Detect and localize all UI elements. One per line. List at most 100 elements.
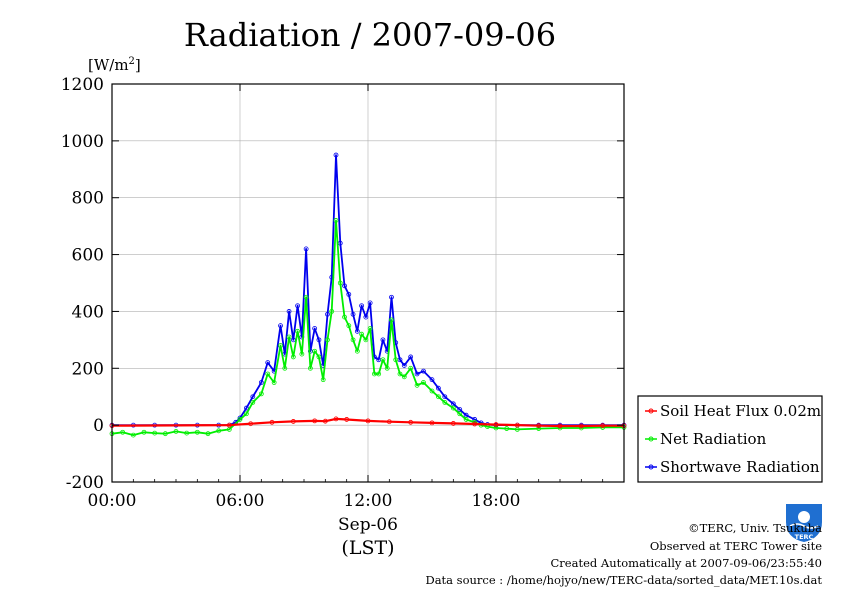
data-point [329, 309, 335, 314]
data-point [457, 411, 463, 417]
data-point [359, 331, 365, 337]
y-tick-label: 0 [93, 416, 104, 436]
data-point [295, 328, 301, 334]
legend-label: Soil Heat Flux 0.02m [660, 402, 821, 420]
data-point [162, 431, 168, 437]
data-point [325, 311, 330, 317]
data-point [350, 311, 356, 317]
data-point [557, 423, 563, 429]
data-point [184, 430, 190, 436]
data-point [350, 337, 356, 343]
data-point [450, 405, 456, 411]
footer: ©TERC, Univ. Tsukuba Observed at TERC To… [425, 521, 822, 587]
legend-marker [648, 464, 654, 470]
data-point [386, 419, 392, 425]
data-point [322, 418, 328, 424]
data-point [363, 337, 369, 343]
y-tick-label: 400 [72, 302, 104, 322]
data-point [290, 354, 296, 360]
x-axis-unit-label: (LST) [341, 537, 394, 559]
data-point [472, 421, 478, 427]
data-point [333, 152, 339, 158]
data-point [367, 326, 373, 331]
legend-item: Soil Heat Flux 0.02m [645, 402, 821, 420]
data-point [320, 377, 326, 383]
data-point [282, 365, 288, 371]
data-point [408, 365, 414, 371]
data-point [380, 357, 386, 363]
footer-created: Created Automatically at 2007-09-06/23:5… [551, 556, 823, 570]
data-point [216, 428, 222, 434]
legend-marker [648, 436, 654, 442]
data-point [325, 337, 330, 343]
data-point [312, 418, 318, 424]
chart-title: Radiation / 2007-09-06 [184, 16, 556, 54]
data-point [384, 365, 390, 371]
legend-label: Net Radiation [660, 430, 767, 448]
data-point [493, 422, 499, 427]
data-point [141, 429, 147, 435]
data-point [258, 380, 264, 385]
data-point [408, 354, 414, 360]
legend: Soil Heat Flux 0.02m Net Radiation Shortwa… [637, 395, 823, 483]
y-tick-label: 600 [72, 246, 104, 266]
data-point [401, 374, 407, 380]
data-point [295, 303, 301, 309]
series-line [111, 417, 624, 428]
logo-wave-icon [789, 523, 819, 529]
data-point [380, 337, 386, 343]
data-point [435, 394, 441, 400]
x-tick-label: 18:00 [472, 491, 521, 511]
data-point [173, 428, 179, 434]
data-point [442, 394, 448, 400]
data-point [536, 423, 542, 429]
legend-item: Shortwave Radiation [645, 458, 820, 476]
data-point [303, 294, 309, 300]
y-tick-label: 1000 [61, 132, 104, 152]
data-point [226, 422, 232, 428]
data-point [290, 419, 296, 424]
data-point [333, 218, 339, 223]
data-point [303, 246, 309, 252]
data-point [120, 429, 126, 435]
data-point [397, 371, 403, 377]
series-1 [109, 218, 627, 438]
data-point [389, 294, 394, 300]
y-tick-label: 1200 [61, 75, 104, 95]
footer-source: Data source : /home/hojyo/new/TERC-data/… [425, 573, 822, 587]
data-point [514, 422, 520, 428]
data-point [243, 405, 249, 411]
data-point [250, 394, 256, 400]
x-axis-ticks: 00:00 06:00 12:00 18:00 [88, 84, 604, 511]
data-point [312, 348, 318, 354]
data-point [463, 417, 469, 422]
data-point [258, 391, 264, 397]
data-point [316, 337, 322, 343]
footer-observed: Observed at TERC Tower site [650, 539, 822, 553]
legend-marker [648, 408, 654, 414]
data-point [344, 417, 350, 422]
y-tick-label: 800 [72, 189, 104, 209]
logo-text: TERC [795, 533, 814, 541]
data-point [307, 365, 313, 371]
data-point [600, 423, 606, 429]
data-point [401, 363, 407, 368]
data-point [243, 411, 249, 417]
y-axis-ticks: 1200 1000 800 600 400 200 0 -200 [61, 75, 624, 493]
x-tick-label: 00:00 [88, 491, 137, 511]
data-point [286, 309, 292, 314]
data-point [278, 323, 283, 329]
data-point [333, 416, 339, 422]
data-point [365, 418, 371, 424]
data-point [421, 368, 426, 374]
data-point [346, 291, 352, 297]
data-point [250, 399, 256, 405]
data-point [205, 431, 211, 437]
data-point [450, 421, 456, 426]
x-axis-date-label: Sep-06 [338, 515, 398, 535]
data-point [429, 420, 435, 426]
footer-copyright: ©TERC, Univ. Tsukuba [688, 521, 822, 535]
data-point [342, 283, 347, 289]
data-point [504, 426, 510, 431]
